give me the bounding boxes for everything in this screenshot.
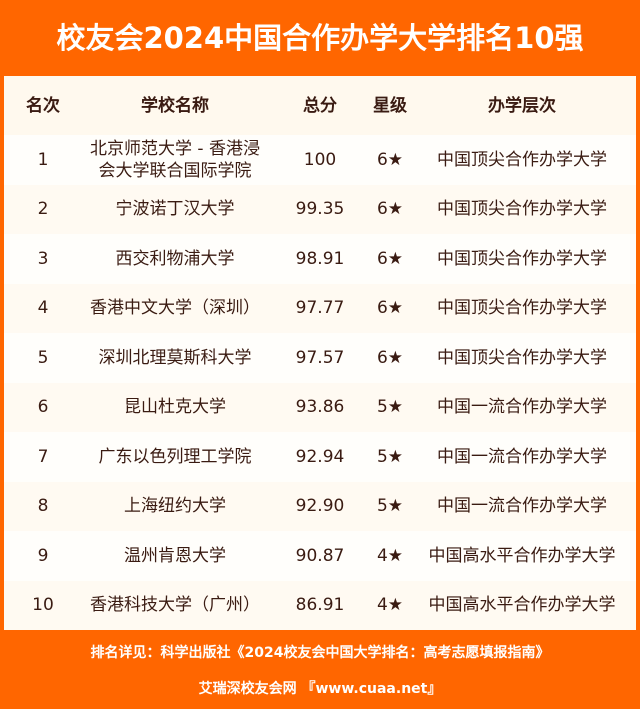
cell-name: 香港中文大学（深圳） [90,298,260,319]
cell-level: 中国一流合作办学大学 [437,446,607,467]
cell-stars: 6★ [376,248,404,269]
cell-level: 中国顶尖合作办学大学 [437,199,607,220]
cell-rank: 7 [37,446,49,467]
cell-score: 98.91 [295,248,345,269]
table-row: 10 香港科技大学（广州） 86.91 4★ 中国高水平合作办学大学 [4,580,636,630]
cell-stars: 5★ [376,446,404,467]
cell-level: 中国顶尖合作办学大学 [437,149,607,170]
website-link[interactable]: 艾瑞深校友会网 『www.cuaa.net』 [198,681,442,697]
table-row: 7 广东以色列理工学院 92.94 5★ 中国一流合作办学大学 [4,432,636,482]
page-title: 校友会2024中国合作办学大学排名10强 [56,21,584,55]
cell-score: 92.94 [295,446,345,467]
cell-level: 中国一流合作办学大学 [437,496,607,517]
cell-stars: 6★ [376,298,404,319]
cell-rank: 4 [37,298,49,319]
table-row: 4 香港中文大学（深圳） 97.77 6★ 中国顶尖合作办学大学 [4,283,636,333]
cell-rank: 5 [37,347,49,368]
cell-name: 广东以色列理工学院 [98,446,252,467]
header-name: 学校名称 [141,95,209,116]
cell-score: 93.86 [295,397,345,418]
table-row: 6 昆山杜克大学 93.86 5★ 中国一流合作办学大学 [4,382,636,432]
cell-rank: 10 [32,595,54,616]
source-note: 排名详见：科学出版社《2024校友会中国大学排名：高考志愿填报指南》 [90,645,550,661]
cell-rank: 2 [37,199,49,220]
cell-score: 100 [303,149,337,170]
cell-score: 97.77 [295,298,345,319]
table-row: 5 深圳北理莫斯科大学 97.57 6★ 中国顶尖合作办学大学 [4,333,636,383]
cell-level: 中国高水平合作办学大学 [428,545,616,566]
cell-stars: 4★ [376,545,404,566]
cell-rank: 3 [37,248,49,269]
cell-rank: 9 [37,545,49,566]
table-row: 2 宁波诺丁汉大学 99.35 6★ 中国顶尖合作办学大学 [4,184,636,234]
header-stars: 星级 [373,95,407,116]
cell-level: 中国顶尖合作办学大学 [437,347,607,368]
header-score: 总分 [303,95,337,116]
cell-name: 温州肯恩大学 [124,545,226,566]
table-row: 8 上海纽约大学 92.90 5★ 中国一流合作办学大学 [4,481,636,531]
cell-level: 中国一流合作办学大学 [437,397,607,418]
ranking-table: 名次 学校名称 总分 星级 办学层次 1 北京师范大学 - 香港浸会大学联合国际学… [4,76,636,630]
cell-stars: 5★ [376,397,404,418]
header-level: 办学层次 [488,95,556,116]
table-row: 9 温州肯恩大学 90.87 4★ 中国高水平合作办学大学 [4,531,636,581]
cell-name: 宁波诺丁汉大学 [115,199,235,220]
cell-rank: 6 [37,397,49,418]
header-rank: 名次 [26,95,60,116]
cell-name: 香港科技大学（广州） [90,595,260,616]
cell-stars: 6★ [376,199,404,220]
cell-score: 99.35 [295,199,345,220]
table-row: 1 北京师范大学 - 香港浸会大学联合国际学院 100 6★ 中国顶尖合作办学大学 [4,135,636,185]
table-header: 名次 学校名称 总分 星级 办学层次 [4,76,636,135]
cell-score: 90.87 [295,545,345,566]
cell-score: 86.91 [295,595,345,616]
cell-name: 昆山杜克大学 [124,397,226,418]
cell-name: 上海纽约大学 [124,496,226,517]
cell-level: 中国顶尖合作办学大学 [437,248,607,269]
cell-stars: 5★ [376,496,404,517]
cell-name: 深圳北理莫斯科大学 [98,347,252,368]
cell-level: 中国高水平合作办学大学 [428,595,616,616]
cell-rank: 1 [37,149,49,170]
cell-stars: 6★ [376,149,404,170]
cell-stars: 4★ [376,595,404,616]
cell-score: 97.57 [295,347,345,368]
footer: 排名详见：科学出版社《2024校友会中国大学排名：高考志愿填报指南》 艾瑞深校友… [0,630,640,709]
cell-name: 北京师范大学 - 香港浸会大学联合国际学院 [90,138,260,181]
cell-rank: 8 [37,496,49,517]
cell-name: 西交利物浦大学 [115,248,235,269]
cell-score: 92.90 [295,496,345,517]
cell-stars: 6★ [376,347,404,368]
cell-level: 中国顶尖合作办学大学 [437,298,607,319]
table-row: 3 西交利物浦大学 98.91 6★ 中国顶尖合作办学大学 [4,234,636,284]
